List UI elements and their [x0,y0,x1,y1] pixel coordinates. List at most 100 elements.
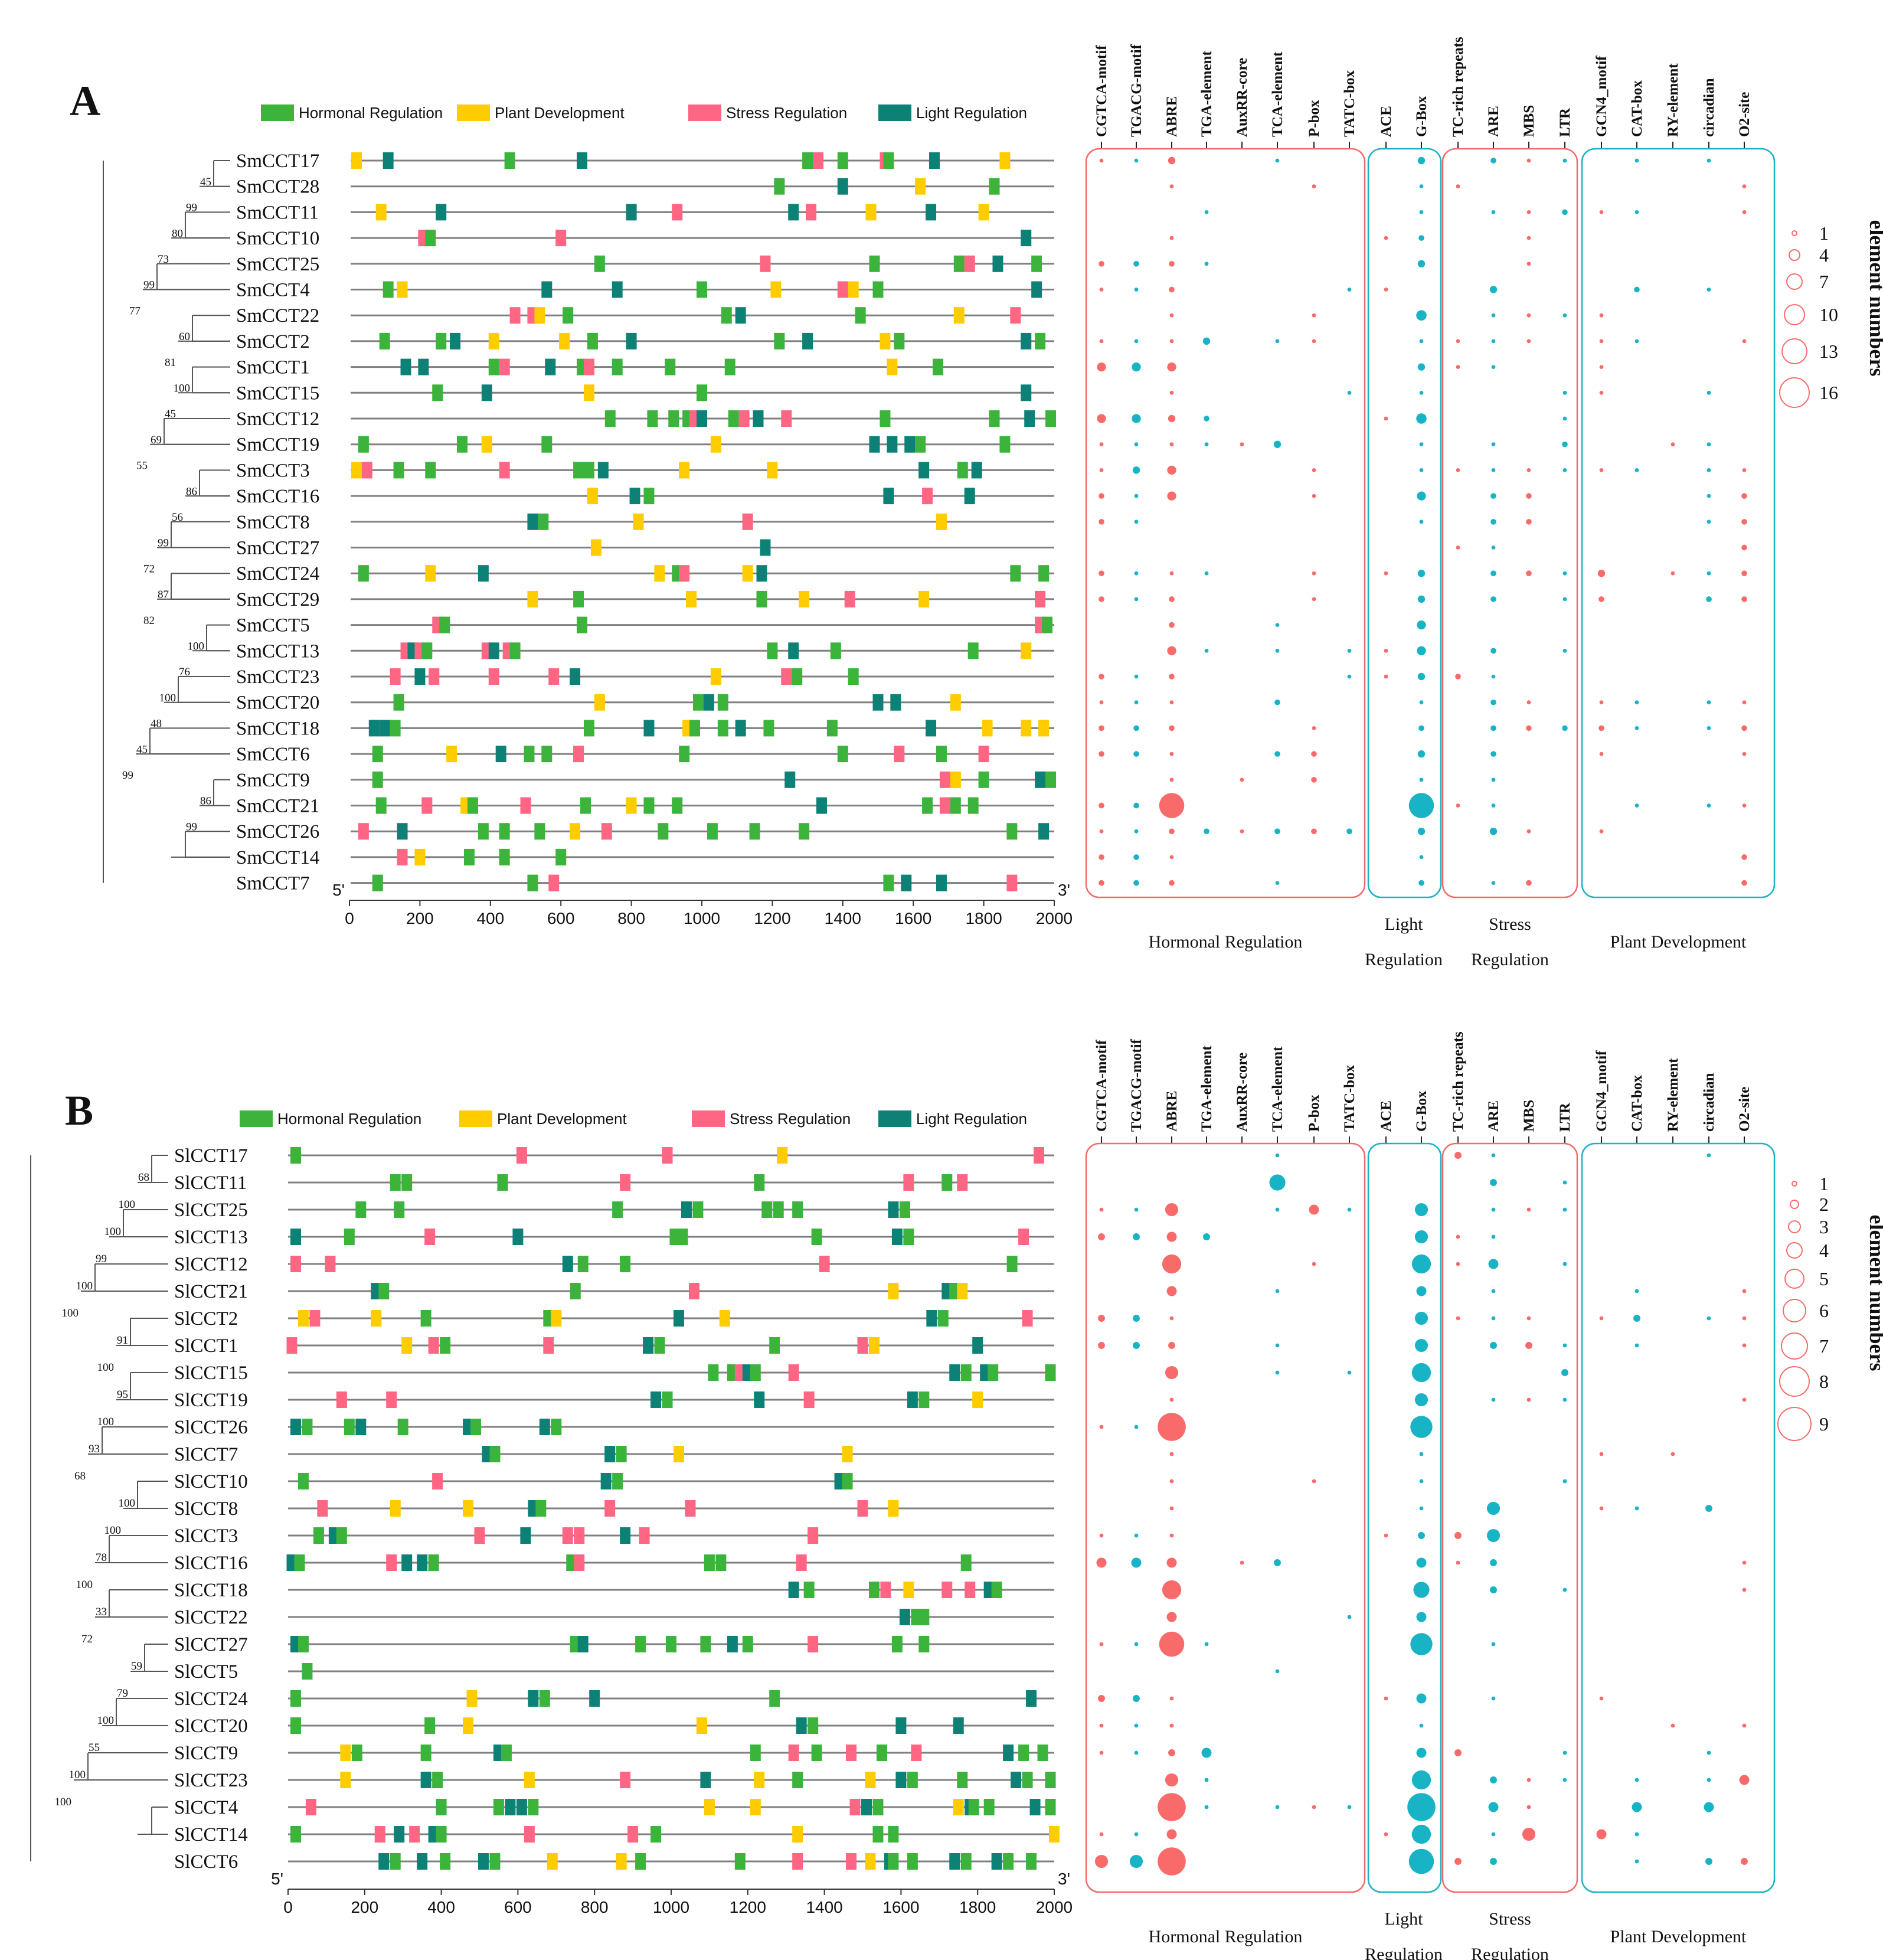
element-site-l [420,1772,431,1788]
element-count-bubble [1491,210,1496,214]
element-site-l [895,1772,907,1788]
gene-name: SlCCT18 [174,1580,248,1601]
element-site-s [796,1554,807,1571]
element-site-d [953,307,965,324]
element-site-l [1031,281,1042,298]
element-site-l [681,1201,692,1218]
element-count-bubble [1490,596,1496,602]
gene-name: SlCCT7 [174,1444,238,1465]
element-site-h [704,1554,715,1571]
element-count-bubble [1417,620,1426,630]
element-site-l [1026,1690,1037,1707]
gene-name: SlCCT24 [174,1688,248,1710]
element-site-l [703,694,714,711]
size-legend-circle [1792,1181,1797,1187]
element-count-bubble [1562,313,1567,318]
element-site-h [383,281,394,298]
element-site-h [425,230,436,247]
element-count-bubble [1562,648,1567,653]
element-count-bubble [1411,1824,1431,1844]
element-site-h [650,1826,662,1843]
phylogenetic-tree: 4599807399776081100456955865699728782100… [103,160,230,883]
element-site-d [559,332,570,349]
element-site-d [888,1283,899,1299]
element-site-h [489,1853,501,1870]
bootstrap-value: 100 [174,382,191,394]
element-count-bubble [1275,158,1280,163]
element-count-bubble [1634,803,1639,808]
gene-name: SmCCT20 [236,692,319,714]
element-site-h [372,746,383,763]
element-site-h [803,1582,815,1598]
element-count-bubble [1204,416,1209,422]
element-count-bubble [1707,288,1711,292]
element-count-bubble [1419,184,1424,189]
element-count-bubble [1707,1153,1711,1158]
element-column-header: AuxRR-core [1234,58,1250,137]
element-count-bubble [1384,236,1388,240]
element-site-s [325,1256,336,1272]
gene-name: SmCCT18 [236,718,319,739]
element-column-header: LTR [1557,107,1573,137]
element-count-bubble [1490,725,1496,731]
element-count-bubble [1347,288,1352,292]
element-count-bubble [1634,1832,1639,1837]
element-count-bubble [1099,468,1104,472]
element-count-bubble [1526,829,1531,834]
element-count-bubble [1490,648,1496,654]
element-site-s [679,565,690,582]
element-count-bubble [1312,313,1316,318]
element-site-h [769,1690,780,1707]
element-count-bubble [1599,752,1604,756]
element-site-h [358,565,369,582]
size-legend-value: 5 [1819,1268,1829,1289]
element-count-bubble [1204,1805,1209,1809]
element-count-bubble [1419,210,1424,214]
bootstrap-value: 86 [186,485,197,498]
element-site-h [580,797,591,814]
element-count-bubble [1158,1413,1186,1441]
bootstrap-value: 99 [96,1253,107,1265]
element-site-d [397,281,408,298]
element-count-bubble [1634,1506,1639,1511]
element-count-bubble [1099,1425,1104,1429]
element-column-header: ARE [1486,1100,1502,1132]
element-site-s [421,797,433,814]
gene-name: SmCCT23 [236,667,319,688]
element-site-h [1010,565,1021,582]
element-count-bubble [1169,622,1175,628]
bootstrap-value: 68 [74,1470,86,1482]
element-count-bubble [1099,570,1104,577]
element-count-bubble [1275,881,1280,885]
bootstrap-value: 68 [138,1171,149,1184]
element-count-bubble [1167,362,1176,372]
size-legend-circle [1784,1269,1804,1289]
element-column-header: RY-element [1665,1058,1681,1132]
bootstrap-value: 72 [143,563,155,575]
group-box-light [1367,1142,1442,1893]
element-count-bubble [1169,752,1174,756]
element-site-d [710,668,721,685]
element-site-h [643,488,655,505]
element-count-bubble [1486,1501,1500,1515]
element-site-s [844,590,855,607]
element-count-bubble [1275,1805,1280,1809]
element-count-bubble [1169,390,1174,395]
element-count-bubble [1456,803,1460,808]
element-site-s [846,1853,857,1870]
element-site-l [626,204,637,221]
element-count-bubble [1275,1370,1280,1375]
element-site-s [957,1174,968,1191]
element-column-header: TC-rich repeats [1450,37,1466,137]
element-count-bubble [1599,468,1604,472]
element-site-s [808,1636,819,1652]
gene-name: SmCCT24 [236,563,319,584]
element-count-bubble [1099,674,1104,680]
element-count-bubble [1168,1749,1175,1756]
element-count-bubble [1133,802,1139,809]
bootstrap-value: 99 [122,769,133,782]
element-site-s [1035,590,1046,607]
element-count-bubble [1491,1642,1496,1647]
element-site-d [750,1799,761,1815]
